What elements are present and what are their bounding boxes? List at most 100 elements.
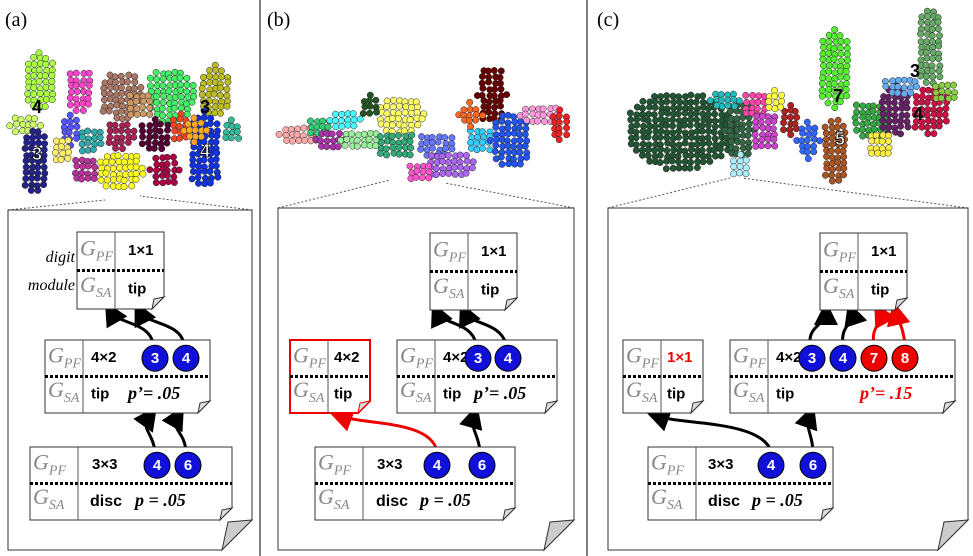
point [788,131,794,137]
symbol-base: G [400,377,416,402]
point [925,130,931,136]
symbol-base: G [733,377,749,402]
card-size: 4×2 [91,349,116,366]
point [206,67,212,73]
point [516,131,522,137]
point [28,187,34,193]
point [53,138,59,144]
point [402,109,408,115]
point [433,165,439,171]
point [523,154,529,160]
point [354,143,360,149]
symbol-subscript: SA [749,391,765,406]
point [153,93,159,99]
point [224,103,230,109]
point [725,102,731,108]
point [34,175,40,181]
point [41,164,47,170]
point [296,137,302,143]
point [524,117,530,123]
point [841,165,847,171]
point [207,168,213,174]
point [333,124,339,130]
point [693,99,699,105]
point [540,106,546,112]
point [473,140,479,146]
panel-label: (b) [267,9,290,31]
point [541,118,547,124]
point [737,163,743,169]
point [688,152,694,158]
point [420,169,426,175]
point [718,97,724,103]
point [832,70,838,76]
point [901,85,907,91]
point [505,149,511,155]
point [487,137,493,143]
point [480,85,486,91]
point [739,139,745,145]
point [457,152,463,158]
point [79,148,85,154]
point [171,179,177,185]
card-kind: disc [708,493,740,510]
point [822,172,828,178]
card-kind: tip [91,386,109,403]
point [938,95,944,101]
figure: (a)4334digitmoduleGPFGSA1×1tipGPFGSA4×2t… [0,0,973,556]
point [718,153,724,159]
point [49,78,55,84]
point [711,111,717,117]
point [806,125,812,131]
point [472,117,478,123]
point [129,183,135,189]
point [731,163,737,169]
symbol-base: G [651,449,667,474]
point [923,38,929,44]
point [935,26,941,32]
point [811,130,817,136]
element-badge-label: 4 [153,457,162,474]
point [213,163,219,169]
point [826,68,832,74]
point [728,115,734,121]
point [25,97,31,103]
point [766,98,772,104]
point [389,133,395,139]
point [837,32,843,38]
point [127,105,133,111]
point [844,38,850,44]
point [445,170,451,176]
point [373,97,379,103]
symbol-subscript: PF [95,249,114,264]
point [564,118,570,124]
point [831,26,837,32]
point [439,170,445,176]
point [91,175,97,181]
point [743,99,749,105]
point [879,99,885,105]
point [378,139,384,145]
point [479,73,485,79]
cloud-label: 3 [910,61,920,81]
point [864,120,870,126]
point [711,129,717,135]
point [517,137,523,143]
point [115,152,121,158]
point [185,94,191,100]
point [37,90,43,96]
point [118,139,124,145]
point [73,82,79,88]
symbol-base: G [626,342,642,367]
point [663,166,669,172]
point [40,181,46,187]
point [844,51,850,57]
point [728,133,734,139]
point [929,74,935,80]
point [25,91,31,97]
point [177,75,183,81]
point [771,93,777,99]
point [348,131,354,137]
point [407,152,413,158]
point [506,160,512,166]
